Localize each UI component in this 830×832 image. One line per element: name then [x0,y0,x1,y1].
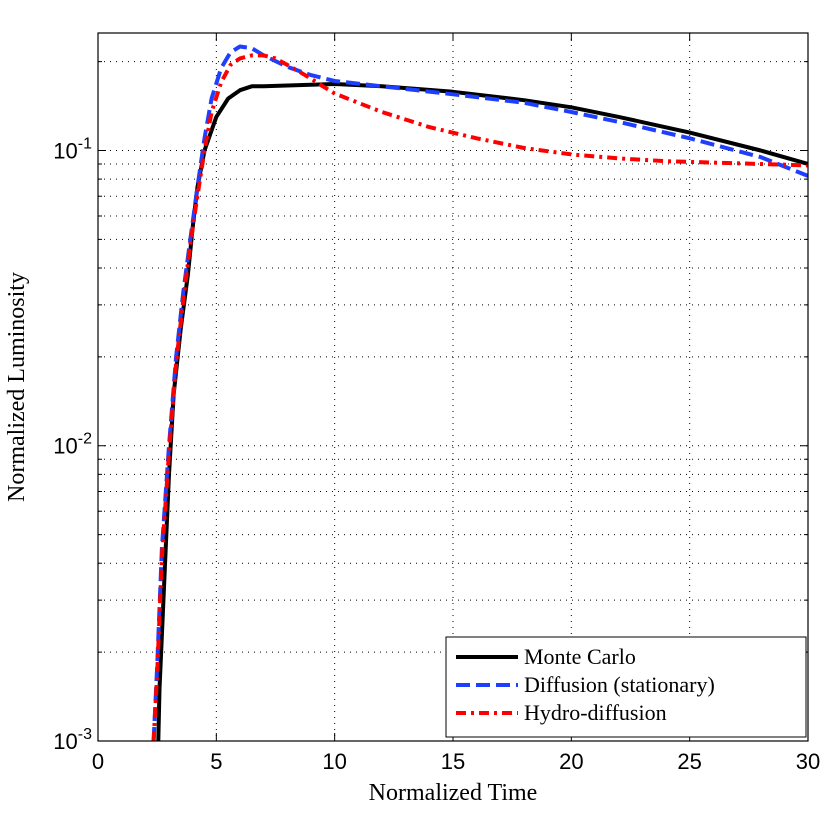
legend-label: Diffusion (stationary) [524,672,715,697]
x-tick-label: 0 [92,749,104,774]
x-tick-label: 15 [441,749,465,774]
series-hydro-diffusion [151,53,808,741]
y-axis-title: Normalized Luminosity [4,272,30,502]
legend-label: Monte Carlo [524,644,636,669]
y-tick-label: 10-3 [53,726,92,754]
x-tick-labels: 0 5 10 15 20 25 30 [92,749,820,774]
y-tick-label: 10-2 [53,431,92,459]
x-axis-title: Normalized Time [369,780,538,806]
y-tick-labels: 10-3 10-2 10-1 [53,135,92,754]
x-tick-label: 10 [322,749,346,774]
x-tick-label: 30 [796,749,820,774]
y-tick-label: 10-1 [53,135,92,163]
series-layer [151,44,808,741]
legend-label: Hydro-diffusion [524,700,667,725]
series-diffusion-stationary [151,44,808,741]
x-tick-label: 5 [210,749,222,774]
grid [98,33,808,741]
x-tick-label: 20 [559,749,583,774]
x-tick-label: 25 [677,749,701,774]
legend: Monte Carlo Diffusion (stationary) Hydro-d… [445,636,807,738]
